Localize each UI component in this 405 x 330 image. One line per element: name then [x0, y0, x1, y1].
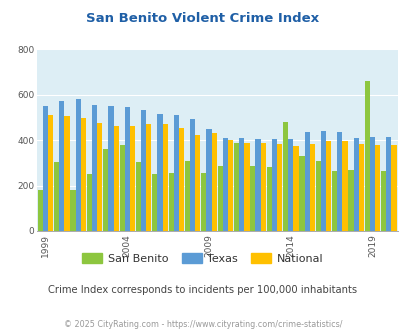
Bar [369, 137, 374, 231]
Bar [380, 171, 385, 231]
Bar [228, 140, 232, 231]
Bar [87, 174, 92, 231]
Bar [347, 170, 353, 231]
Bar [152, 174, 157, 231]
Bar [255, 139, 260, 231]
Bar [239, 138, 244, 231]
Bar [358, 144, 363, 231]
Bar [266, 167, 271, 231]
Bar [315, 161, 320, 231]
Bar [54, 162, 59, 231]
Bar [190, 119, 195, 231]
Bar [103, 149, 108, 231]
Bar [250, 166, 255, 231]
Bar [260, 143, 265, 231]
Text: Crime Index corresponds to incidents per 100,000 inhabitants: Crime Index corresponds to incidents per… [48, 285, 357, 295]
Bar [271, 139, 276, 231]
Bar [119, 145, 124, 231]
Text: © 2025 CityRating.com - https://www.cityrating.com/crime-statistics/: © 2025 CityRating.com - https://www.city… [64, 320, 341, 329]
Bar [337, 132, 341, 231]
Legend: San Benito, Texas, National: San Benito, Texas, National [78, 248, 327, 268]
Bar [130, 125, 135, 231]
Bar [206, 129, 211, 231]
Bar [184, 161, 190, 231]
Bar [157, 114, 162, 231]
Bar [276, 144, 281, 231]
Bar [43, 106, 48, 231]
Bar [331, 171, 337, 231]
Bar [124, 107, 130, 231]
Text: San Benito Violent Crime Index: San Benito Violent Crime Index [86, 12, 319, 24]
Bar [320, 131, 325, 231]
Bar [385, 137, 390, 231]
Bar [108, 106, 113, 231]
Bar [92, 105, 97, 231]
Bar [136, 162, 141, 231]
Bar [179, 128, 183, 231]
Bar [81, 117, 86, 231]
Bar [222, 138, 228, 231]
Bar [70, 190, 75, 231]
Bar [217, 166, 222, 231]
Bar [113, 125, 118, 231]
Bar [48, 115, 53, 231]
Bar [233, 143, 239, 231]
Bar [64, 116, 70, 231]
Bar [288, 139, 293, 231]
Bar [173, 115, 179, 231]
Bar [390, 145, 396, 231]
Bar [146, 124, 151, 231]
Bar [353, 138, 358, 231]
Bar [364, 81, 369, 231]
Bar [38, 190, 43, 231]
Bar [195, 135, 200, 231]
Bar [282, 122, 288, 231]
Bar [244, 143, 249, 231]
Bar [211, 133, 216, 231]
Bar [325, 141, 330, 231]
Bar [374, 145, 379, 231]
Bar [97, 123, 102, 231]
Bar [141, 110, 146, 231]
Bar [298, 156, 304, 231]
Bar [309, 144, 314, 231]
Bar [293, 146, 298, 231]
Bar [201, 173, 206, 231]
Bar [75, 99, 81, 231]
Bar [304, 132, 309, 231]
Bar [341, 141, 347, 231]
Bar [59, 101, 64, 231]
Bar [168, 173, 173, 231]
Bar [162, 124, 167, 231]
